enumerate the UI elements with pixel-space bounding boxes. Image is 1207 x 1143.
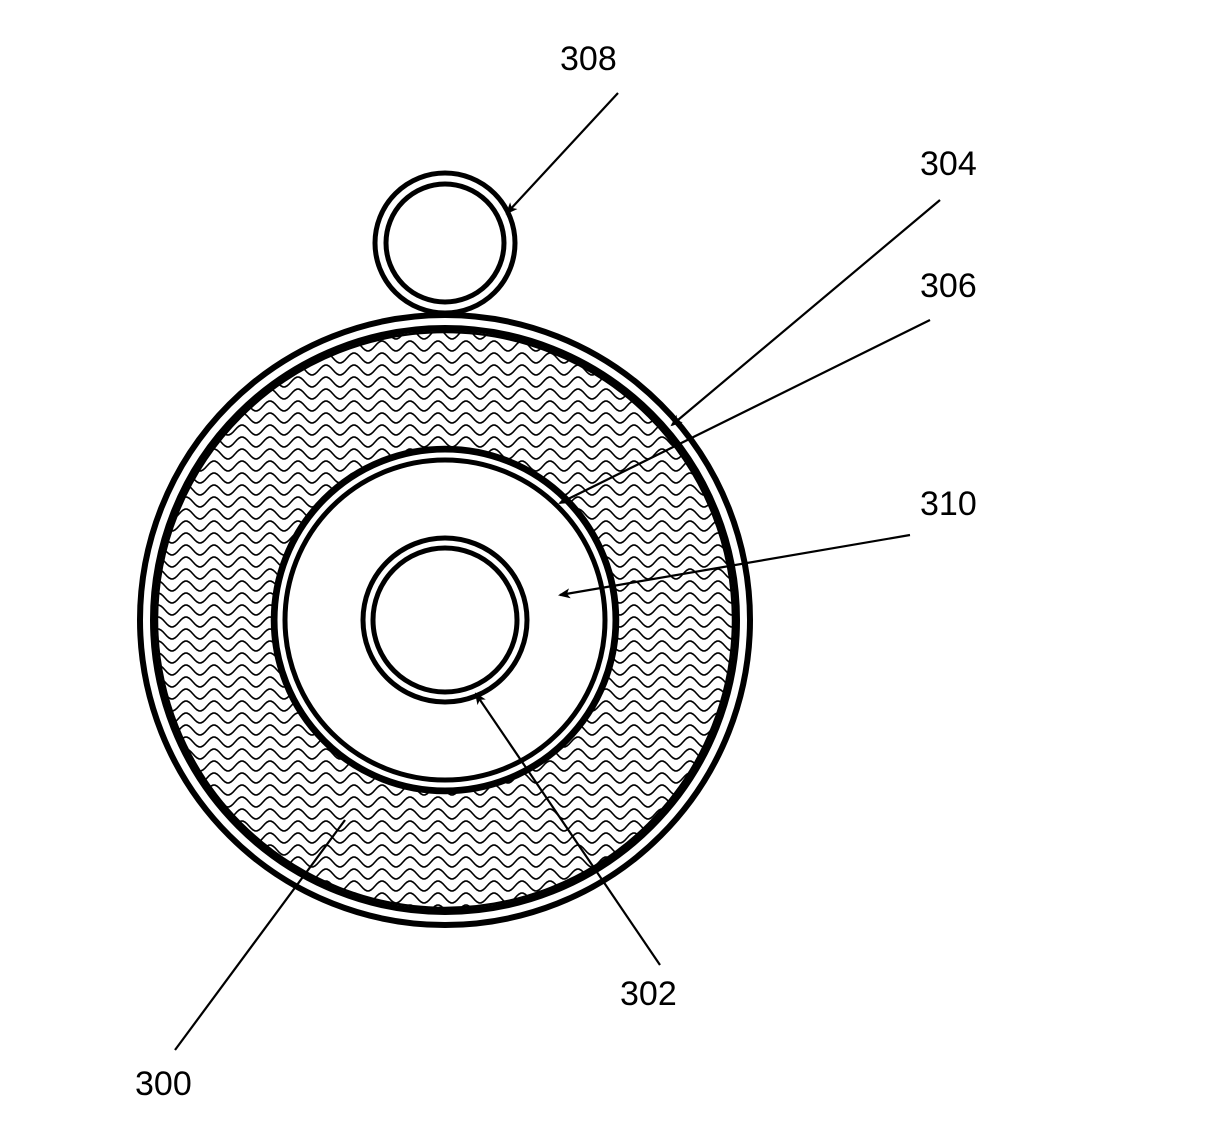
reference-label: 304 [920,145,977,183]
leader-line [175,820,345,1050]
labels: 308 304 306 310 302 300 [135,40,977,1103]
reference-label: 308 [560,40,617,78]
leader-line [507,93,618,213]
reference-label: 302 [620,975,677,1013]
leader-line [560,320,930,503]
reference-label: 310 [920,485,977,523]
reference-label: 300 [135,1065,192,1103]
ring-circle [373,548,517,692]
top-small-circle [375,173,515,313]
cross-section-diagram: 308 304 306 310 302 300 [0,0,1207,1143]
reference-label: 306 [920,267,977,305]
ring-circle [363,538,527,702]
ring-circle [285,460,605,780]
leader-line [672,200,940,425]
